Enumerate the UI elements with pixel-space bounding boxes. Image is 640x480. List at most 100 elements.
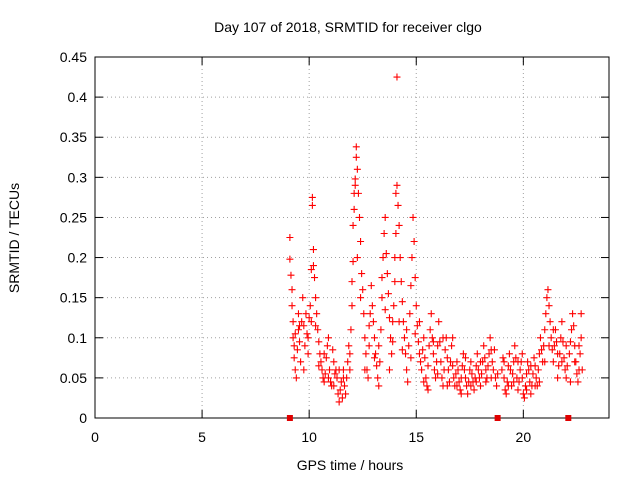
data-point [466,366,474,374]
data-point [384,290,392,298]
data-point [365,322,373,330]
data-point [372,350,380,358]
data-point [417,358,425,366]
data-point [531,382,539,390]
data-point [577,310,585,318]
data-point [453,382,461,390]
data-point [438,374,446,382]
data-point [535,378,543,386]
data-point [421,354,429,362]
data-point [304,334,312,342]
data-point [413,322,421,330]
data-point [318,366,326,374]
data-point [568,326,576,334]
data-point [296,322,304,330]
data-point [396,254,404,262]
data-point [480,342,488,350]
data-point [291,366,299,374]
data-point [362,350,370,358]
data-point [509,370,517,378]
data-point [435,318,443,326]
data-point [377,326,385,334]
data-point [364,374,372,382]
data-point [334,390,342,398]
data-point [348,302,356,310]
data-point [468,370,476,378]
data-point [472,362,480,370]
y-tick-label: 0.4 [68,89,88,105]
data-point [424,386,432,394]
data-point [500,374,508,382]
data-point [411,330,419,338]
data-point [432,374,440,382]
data-point [439,334,447,342]
data-point [345,342,353,350]
data-point [449,362,457,370]
data-point [308,193,316,201]
data-point [320,350,328,358]
data-point [467,358,475,366]
data-point [429,338,437,346]
data-point [499,354,507,362]
gap-marker [494,415,501,421]
data-point [326,366,334,374]
data-point [502,390,510,398]
data-point [562,374,570,382]
data-point [308,201,316,209]
data-point [563,362,571,370]
data-point [287,271,295,279]
data-point [336,386,344,394]
data-point [286,255,294,263]
data-point [407,282,415,290]
data-point [346,350,354,358]
data-point [395,221,403,229]
data-point [459,350,467,358]
data-point [577,334,585,342]
data-point [329,346,337,354]
data-point [526,378,534,386]
data-point [330,382,338,390]
data-point [349,258,357,266]
data-point [352,153,360,161]
data-point [335,398,343,406]
data-point [398,346,406,354]
data-point [347,326,355,334]
data-point [441,346,449,354]
data-point [452,370,460,378]
data-point [423,382,431,390]
data-point [388,350,396,358]
data-point [487,374,495,382]
data-point [338,394,346,402]
data-point [560,354,568,362]
data-point [382,250,390,258]
data-point [543,294,551,302]
data-point [555,362,563,370]
data-point [301,342,309,350]
data-point [313,310,321,318]
data-point [398,298,406,306]
data-point [458,362,466,370]
data-point [370,334,378,342]
data-point [395,318,403,326]
x-tick-label: 0 [91,429,99,445]
data-point [403,326,411,334]
data-point [559,338,567,346]
data-point [525,366,533,374]
data-point [553,338,561,346]
data-point [512,354,520,362]
data-point [527,390,535,398]
data-point [346,366,354,374]
data-point [558,318,566,326]
data-point [425,342,433,350]
data-point [307,318,315,326]
data-point [538,346,546,354]
data-point [470,386,478,394]
x-tick-label: 10 [301,429,317,445]
data-point [485,350,493,358]
data-point [407,354,415,362]
data-point [404,378,412,386]
data-point [289,318,297,326]
plot-frame [94,56,610,419]
data-point [464,390,472,398]
data-point [444,366,452,374]
